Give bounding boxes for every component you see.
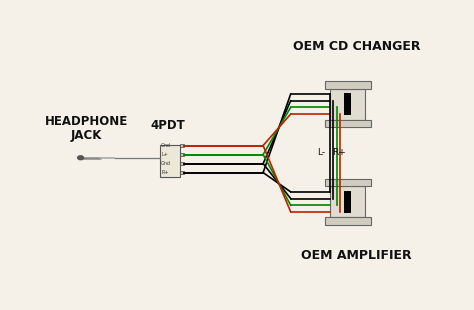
- FancyBboxPatch shape: [181, 162, 184, 165]
- FancyBboxPatch shape: [181, 171, 184, 174]
- FancyBboxPatch shape: [181, 153, 184, 156]
- FancyBboxPatch shape: [325, 217, 371, 224]
- FancyBboxPatch shape: [345, 191, 351, 213]
- Text: R+: R+: [332, 148, 346, 157]
- Text: OEM CD CHANGER: OEM CD CHANGER: [293, 40, 420, 53]
- FancyBboxPatch shape: [160, 144, 181, 177]
- Text: R+: R+: [161, 170, 168, 175]
- Text: OEM AMPLIFIER: OEM AMPLIFIER: [301, 249, 412, 262]
- Text: L+: L+: [161, 152, 168, 157]
- Text: Gnd: Gnd: [161, 143, 171, 148]
- FancyBboxPatch shape: [181, 144, 184, 147]
- Text: JACK: JACK: [71, 129, 102, 142]
- FancyBboxPatch shape: [330, 89, 365, 120]
- Text: 4PDT: 4PDT: [150, 119, 185, 132]
- Text: HEADPHONE: HEADPHONE: [45, 115, 128, 128]
- Circle shape: [78, 156, 83, 160]
- Text: L-: L-: [317, 148, 325, 157]
- FancyBboxPatch shape: [325, 81, 371, 89]
- FancyBboxPatch shape: [325, 179, 371, 186]
- FancyBboxPatch shape: [330, 186, 365, 217]
- Text: Gnd: Gnd: [161, 161, 171, 166]
- FancyBboxPatch shape: [325, 120, 371, 127]
- FancyBboxPatch shape: [345, 93, 351, 115]
